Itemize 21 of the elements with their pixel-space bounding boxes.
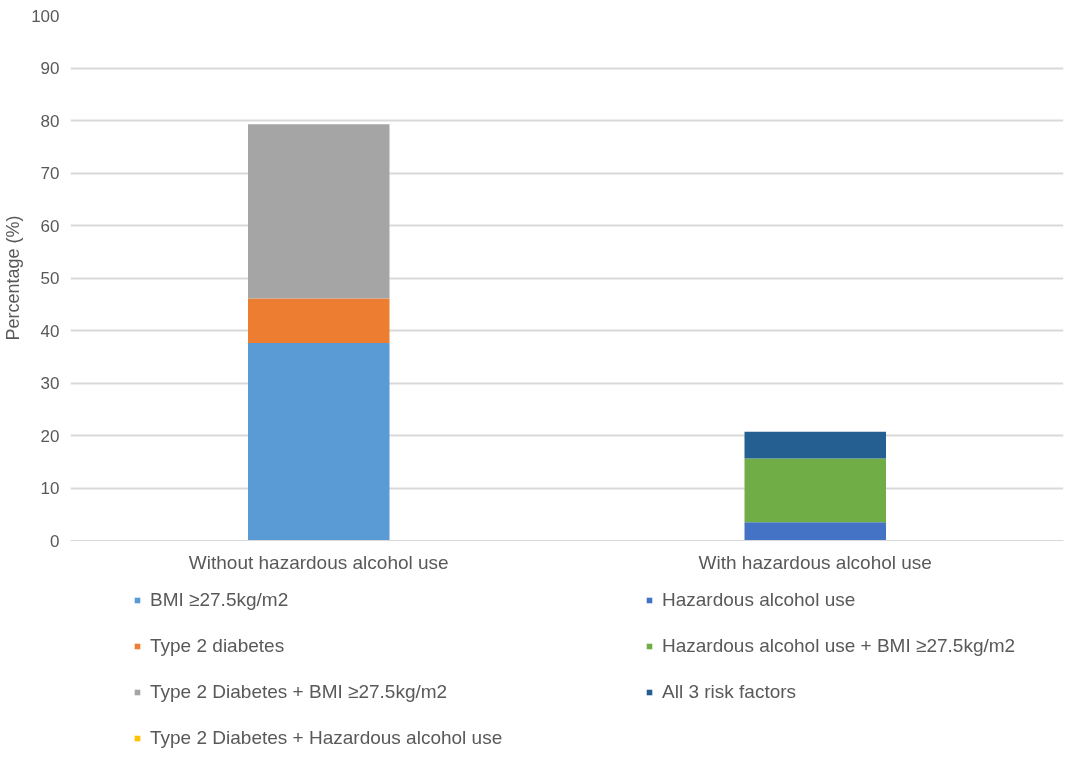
legend-label: Type 2 Diabetes + Hazardous alcohol use	[150, 726, 504, 750]
legend-label: Type 2 Diabetes + BMI ≥27.5kg/m2	[150, 680, 449, 704]
y-tick-label: 20	[40, 426, 60, 446]
y-tick-label: 70	[40, 164, 60, 183]
y-tick-label: 0	[50, 531, 60, 551]
y-tick-label: 30	[40, 374, 60, 393]
legend-label: Hazardous alcohol use + BMI ≥27.5kg/m2	[662, 634, 1017, 658]
y-tick-label: 100	[31, 6, 60, 26]
y-tick-label: 80	[40, 111, 60, 131]
y-tick-label: 40	[40, 321, 60, 341]
legend-label: Type 2 diabetes	[150, 634, 286, 658]
x-tick-label: With hazardous alcohol use	[698, 551, 932, 573]
legend-label: All 3 risk factors	[662, 680, 798, 704]
y-tick-label: 50	[40, 269, 60, 288]
legend-label: BMI ≥27.5kg/m2	[150, 588, 290, 612]
legend-label: Hazardous alcohol use	[662, 588, 857, 612]
y-tick-label: 60	[40, 216, 60, 236]
y-axis-title: Percentage (%)	[3, 215, 24, 341]
x-tick-label: Without hazardous alcohol use	[188, 551, 449, 573]
y-tick-label: 10	[40, 479, 60, 498]
y-tick-label: 90	[40, 59, 60, 78]
